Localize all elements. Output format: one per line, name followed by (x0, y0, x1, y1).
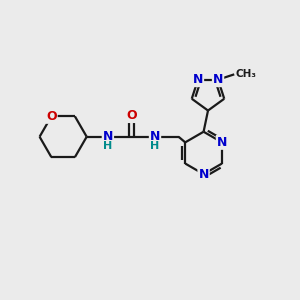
Text: O: O (126, 109, 137, 122)
Text: N: N (217, 136, 227, 149)
Text: N: N (198, 168, 209, 181)
Text: N: N (150, 130, 160, 143)
Text: H: H (150, 141, 160, 151)
Text: H: H (103, 141, 112, 151)
Text: N: N (193, 73, 203, 86)
Text: N: N (213, 73, 223, 86)
Text: O: O (46, 110, 57, 123)
Text: CH₃: CH₃ (236, 69, 257, 80)
Text: N: N (103, 130, 113, 143)
